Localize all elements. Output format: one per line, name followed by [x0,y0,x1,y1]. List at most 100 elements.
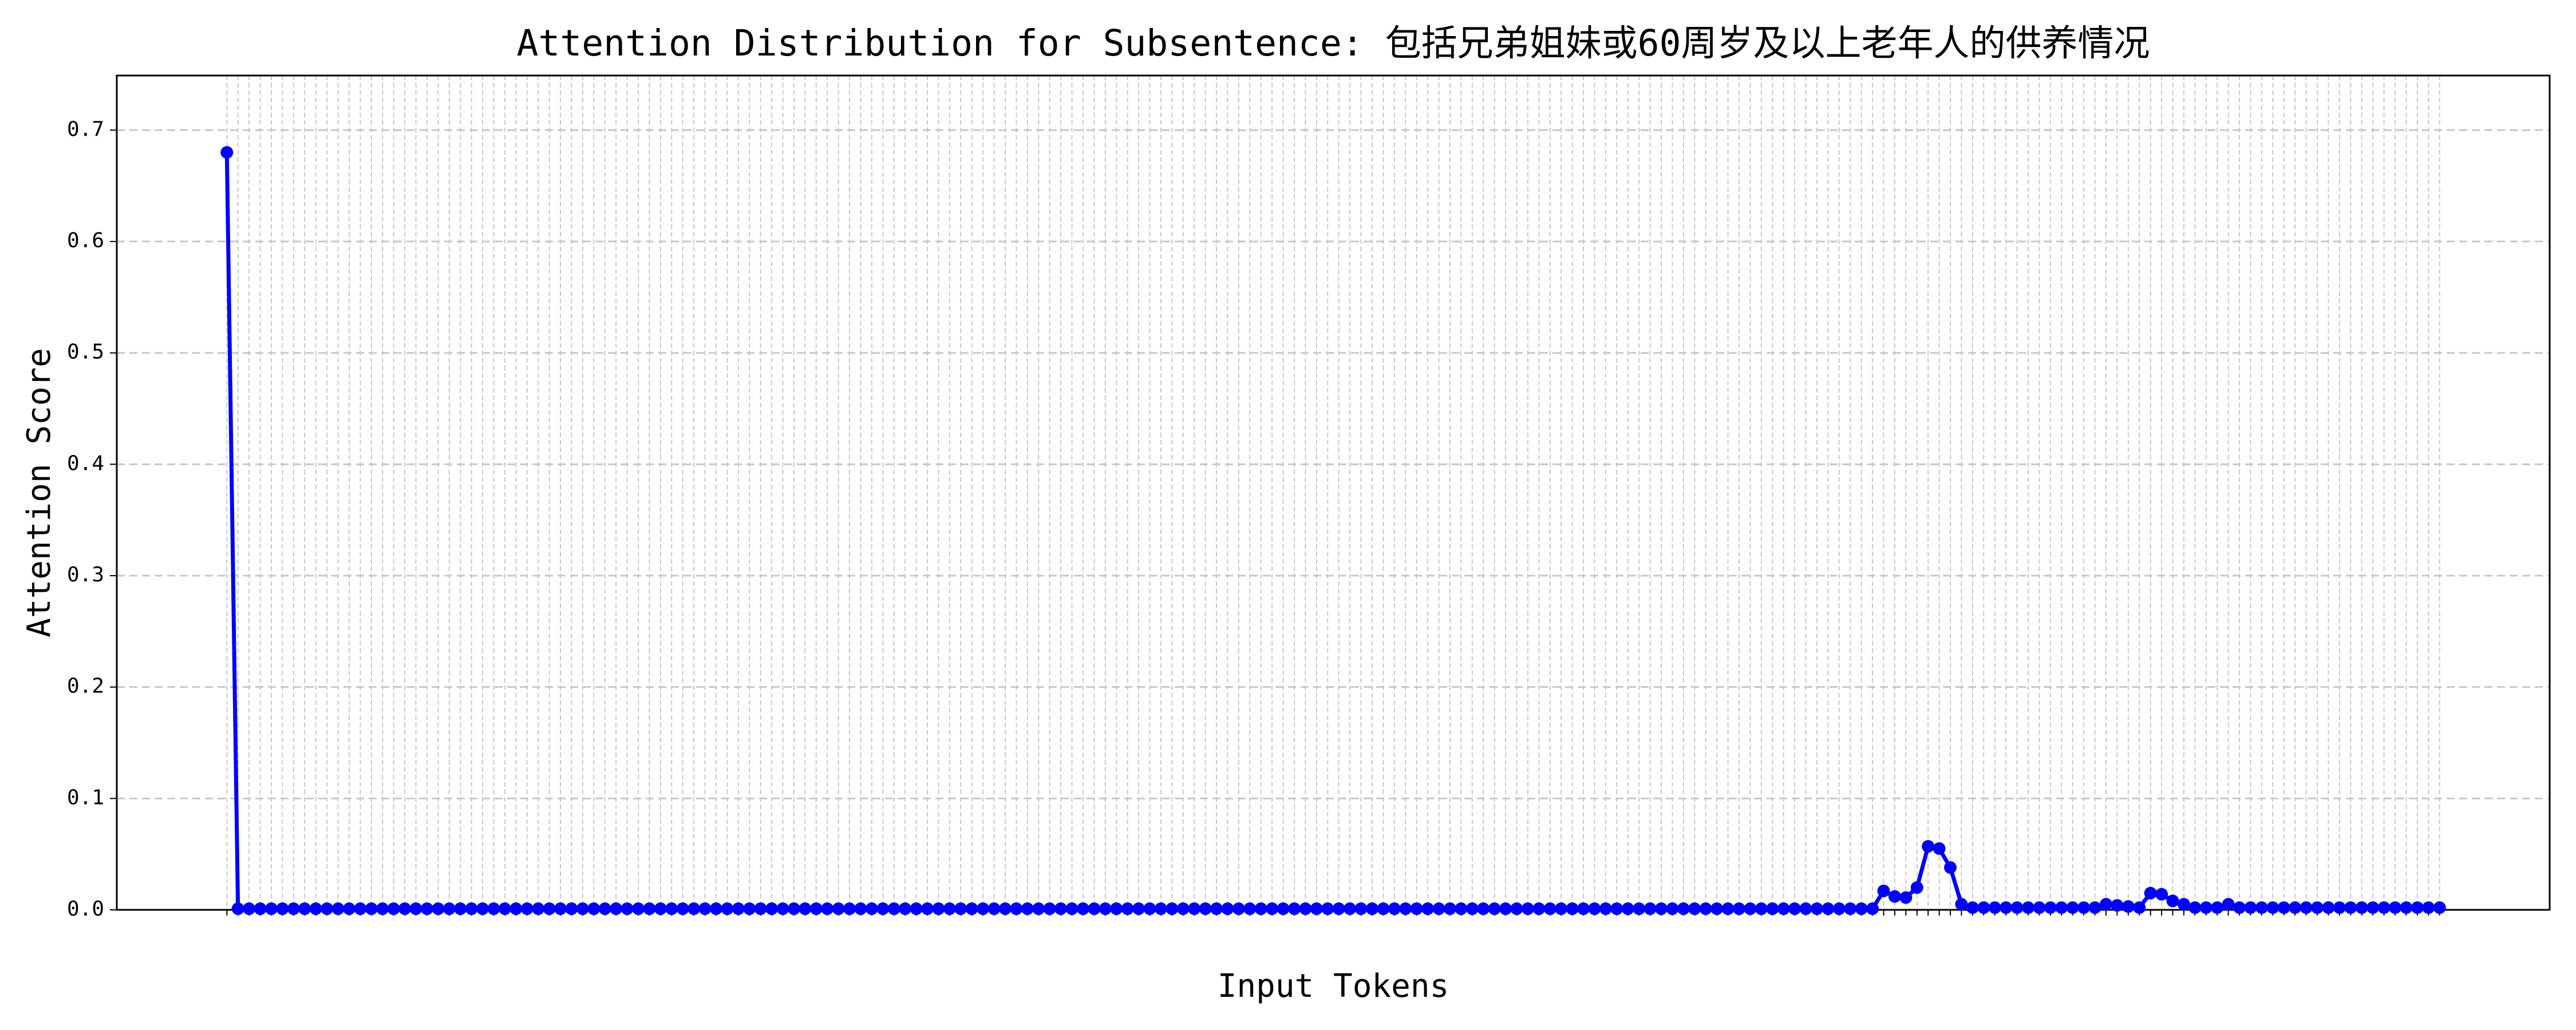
data-point [2333,901,2346,914]
data-point [2044,901,2057,914]
data-point [1277,902,1290,916]
data-point [1465,902,1479,916]
data-point [1110,902,1123,916]
data-point [365,902,378,916]
data-point [965,902,978,916]
y-axis-label: Attention Score [21,348,58,637]
y-tick-label: 0.6 [67,229,104,252]
data-point [1455,902,1468,916]
y-tick-label: 0.2 [67,675,104,698]
y-tick-label: 0.3 [67,563,104,587]
data-point [1132,902,1145,916]
data-point [1621,902,1634,916]
data-point [654,902,667,916]
data-point [2066,901,2079,914]
data-point [264,902,278,916]
data-point [1555,902,1568,916]
data-point [910,902,923,916]
data-point [1176,902,1190,916]
y-tick-label: 0.0 [67,897,104,921]
data-point [1099,902,1112,916]
data-point [1143,902,1156,916]
data-point [1688,902,1701,916]
data-point [1410,902,1423,916]
data-point [2111,899,2124,912]
data-point [1844,902,1857,916]
data-point [231,902,244,916]
data-point [1021,902,1034,916]
data-point [1588,902,1601,916]
data-point [454,902,467,916]
data-point [1566,902,1579,916]
data-point [1732,902,1745,916]
y-tick-label: 0.7 [67,117,104,141]
data-point [665,902,678,916]
data-point [1154,902,1167,916]
data-point [2188,901,2202,914]
data-point [554,902,567,916]
data-point [387,902,400,916]
data-point [732,902,745,916]
data-point [342,902,355,916]
data-point [1655,902,1668,916]
data-point [1610,902,1623,916]
data-point [220,146,234,159]
data-point [1832,902,1846,916]
data-point [1966,901,1979,914]
data-point [1399,902,1412,916]
data-point [543,902,556,916]
data-point [487,902,500,916]
data-point [1065,902,1078,916]
data-point [2255,901,2268,914]
data-point [998,902,1012,916]
data-point [2266,901,2279,914]
data-point [865,902,878,916]
data-point [688,902,701,916]
data-point [2300,901,2313,914]
data-point [1855,902,1868,916]
data-point [1877,884,1890,897]
data-point [1076,902,1089,916]
data-point [2344,901,2357,914]
x-axis-label: Input Tokens [1218,968,1449,1005]
data-point [1199,902,1212,916]
data-point [2144,886,2157,900]
data-point [887,902,900,916]
data-point [854,902,867,916]
data-point [2389,901,2402,914]
data-point [1543,902,1556,916]
data-point [1933,842,1946,855]
data-point [698,902,712,916]
y-tick-label: 0.5 [67,340,104,364]
data-point [1799,902,1812,916]
data-point [598,902,611,916]
data-point [376,902,389,916]
data-point [2155,888,2168,901]
data-point [721,902,734,916]
data-point [2366,901,2380,914]
data-point [2033,901,2046,914]
data-point [954,902,967,916]
data-point [1188,902,1201,916]
data-point [631,902,645,916]
data-point [765,902,779,916]
data-point [243,902,256,916]
data-point [1421,902,1435,916]
data-point [1977,901,1990,914]
data-point [2422,901,2435,914]
data-point [2000,901,2013,914]
data-point [1010,902,1023,916]
data-point [287,902,300,916]
data-point [1354,902,1368,916]
data-point [876,902,890,916]
data-point [2099,898,2112,911]
data-point [1532,902,1546,916]
data-point [1266,902,1279,916]
data-point [643,902,656,916]
data-point [1377,902,1390,916]
data-point [2055,901,2068,914]
data-point [743,902,756,916]
data-point [1699,902,1712,916]
data-point [2400,901,2413,914]
